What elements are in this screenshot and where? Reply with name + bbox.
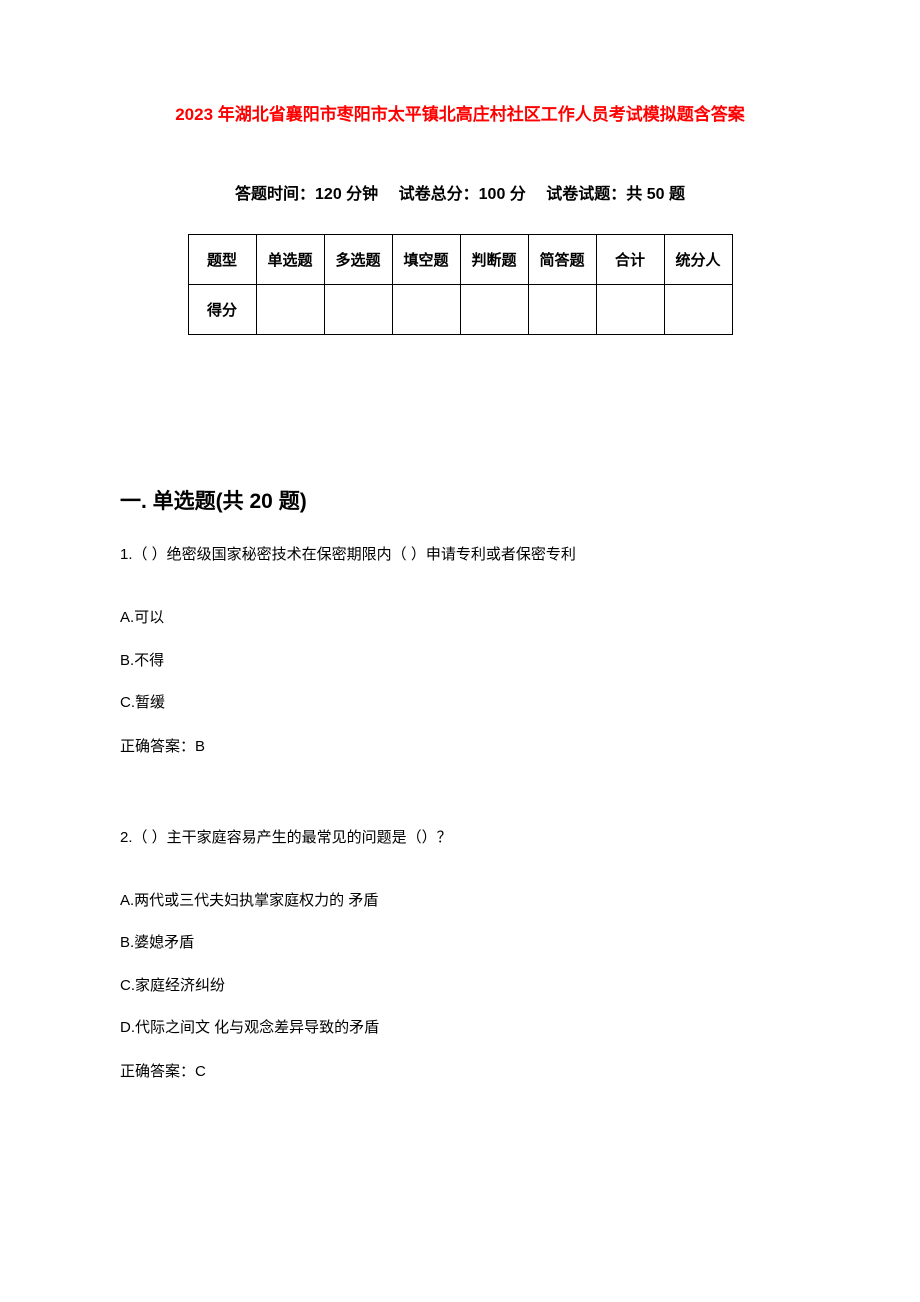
table-header-cell: 题型	[188, 235, 256, 285]
table-empty-cell	[392, 285, 460, 335]
option-c: C.暂缓	[120, 692, 800, 715]
exam-count-label: 试卷试题：	[546, 186, 626, 203]
table-header-cell: 判断题	[460, 235, 528, 285]
exam-info-line: 答题时间：120 分钟 试卷总分：100 分 试卷试题：共 50 题	[120, 180, 800, 204]
score-table: 题型 单选题 多选题 填空题 判断题 简答题 合计 统分人 得分	[188, 234, 733, 335]
table-header-cell: 单选题	[256, 235, 324, 285]
exam-time-label: 答题时间：	[235, 186, 315, 203]
table-row-label: 得分	[188, 285, 256, 335]
document-title: 2023 年湖北省襄阳市枣阳市太平镇北高庄村社区工作人员考试模拟题含答案	[120, 100, 800, 125]
section-heading: 一. 单选题(共 20 题)	[120, 485, 800, 515]
option-a: A.可以	[120, 607, 800, 630]
table-header-cell: 多选题	[324, 235, 392, 285]
question-body: （ ）主干家庭容易产生的最常见的问题是（）？	[133, 829, 452, 846]
question-block-1: 1.（ ）绝密级国家秘密技术在保密期限内（ ）申请专利或者保密专利 A.可以 B…	[120, 543, 800, 756]
option-b: B.婆媳矛盾	[120, 932, 800, 955]
table-header-cell: 统分人	[664, 235, 732, 285]
option-b: B.不得	[120, 650, 800, 673]
question-block-2: 2.（ ）主干家庭容易产生的最常见的问题是（）？ A.两代或三代夫妇执掌家庭权力…	[120, 826, 800, 1081]
table-empty-cell	[528, 285, 596, 335]
exam-count-value: 共 50 题	[626, 186, 685, 203]
exam-time-value: 120 分钟	[315, 186, 378, 203]
option-c: C.家庭经济纠纷	[120, 975, 800, 998]
answer-label: 正确答案：	[120, 1063, 195, 1080]
answer-label: 正确答案：	[120, 738, 195, 755]
answer-line: 正确答案：B	[120, 735, 800, 756]
exam-total-value: 100 分	[479, 186, 526, 203]
table-header-cell: 填空题	[392, 235, 460, 285]
question-body: （ ）绝密级国家秘密技术在保密期限内（ ）申请专利或者保密专利	[133, 546, 576, 563]
option-d: D.代际之间文 化与观念差异导致的矛盾	[120, 1017, 800, 1040]
option-a: A.两代或三代夫妇执掌家庭权力的 矛盾	[120, 890, 800, 913]
table-score-row: 得分	[188, 285, 732, 335]
question-text: 1.（ ）绝密级国家秘密技术在保密期限内（ ）申请专利或者保密专利	[120, 543, 800, 567]
exam-total-label: 试卷总分：	[399, 186, 479, 203]
question-text: 2.（ ）主干家庭容易产生的最常见的问题是（）？	[120, 826, 800, 850]
question-number: 2.	[120, 829, 133, 846]
table-empty-cell	[460, 285, 528, 335]
table-header-row: 题型 单选题 多选题 填空题 判断题 简答题 合计 统分人	[188, 235, 732, 285]
table-empty-cell	[256, 285, 324, 335]
table-empty-cell	[324, 285, 392, 335]
exam-time: 答题时间：120 分钟	[235, 186, 383, 203]
question-number: 1.	[120, 546, 133, 563]
table-header-cell: 简答题	[528, 235, 596, 285]
table-empty-cell	[664, 285, 732, 335]
exam-total: 试卷总分：100 分	[399, 186, 531, 203]
table-empty-cell	[596, 285, 664, 335]
table-header-cell: 合计	[596, 235, 664, 285]
answer-value: C	[195, 1063, 206, 1080]
exam-count: 试卷试题：共 50 题	[546, 186, 685, 203]
answer-line: 正确答案：C	[120, 1060, 800, 1081]
answer-value: B	[195, 738, 205, 755]
